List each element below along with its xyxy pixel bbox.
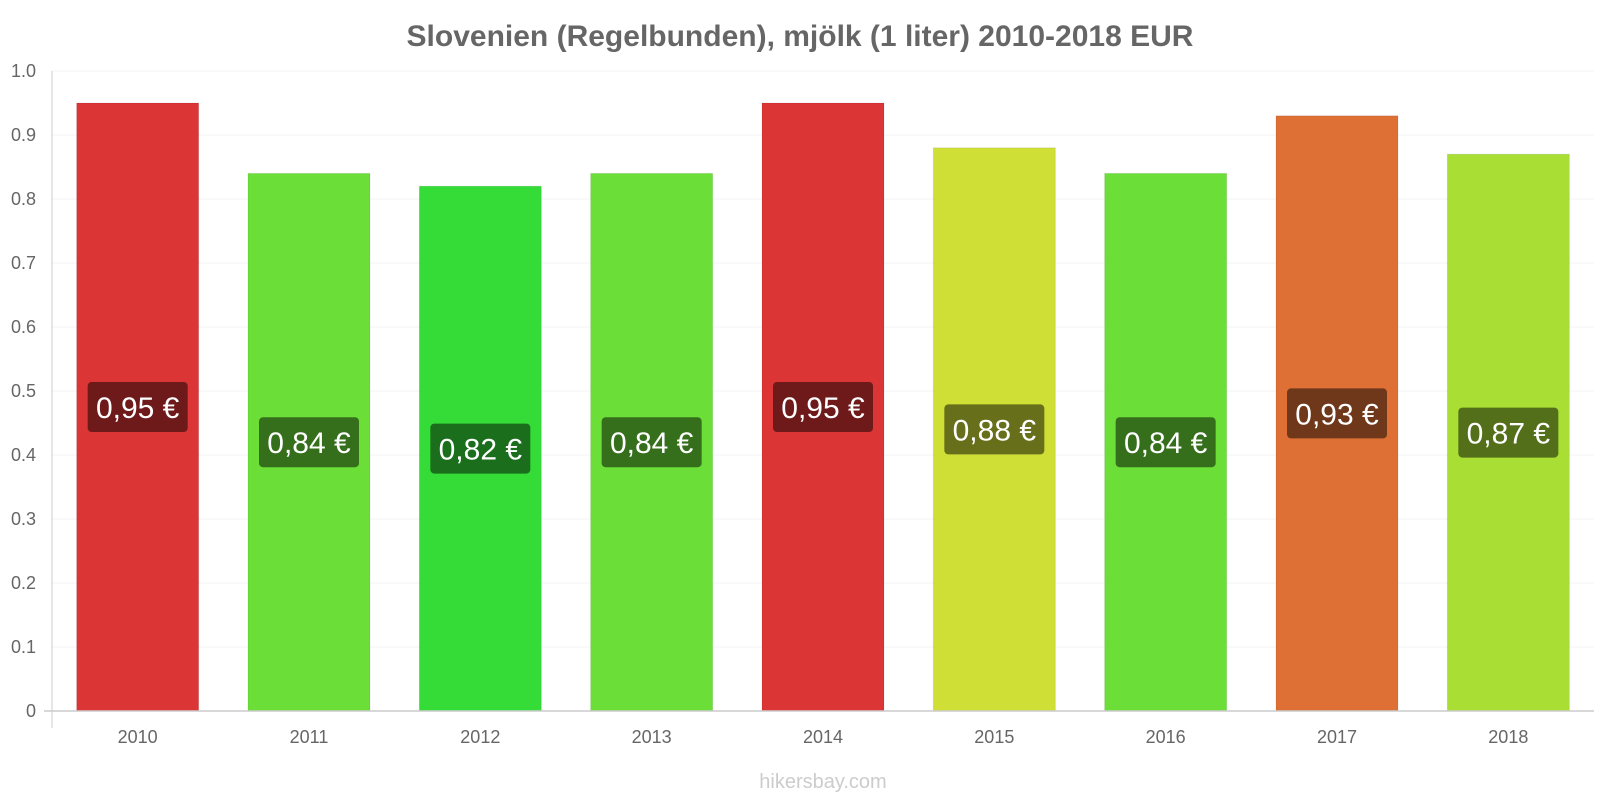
data-label-box xyxy=(944,404,1045,455)
y-tick-label: 1.0 xyxy=(11,61,36,81)
bars: 0,95 € 0,84 € 0,82 € 0,84 € 0,95 € 0,88 € 0,84… xyxy=(76,102,1570,712)
y-tick-label: 0.7 xyxy=(11,253,36,273)
x-tick-label: 2015 xyxy=(974,727,1014,747)
x-tick-label: 2016 xyxy=(1146,727,1186,747)
x-tick-label: 2010 xyxy=(118,727,158,747)
data-label-box xyxy=(259,417,359,468)
data-label: 0,95 € xyxy=(781,392,865,425)
y-tick-label: 0.2 xyxy=(11,573,36,593)
data-label: 0,87 € xyxy=(1467,418,1551,451)
data-label-box xyxy=(601,417,702,468)
data-label-box xyxy=(430,423,531,474)
data-label-box xyxy=(1458,407,1559,458)
y-tick-label: 0.3 xyxy=(11,509,36,529)
data-label-box xyxy=(1115,417,1216,468)
axes xyxy=(44,71,1594,728)
y-tick-label: 0.8 xyxy=(11,189,36,209)
y-tick-label: 0.5 xyxy=(11,381,36,401)
data-label: 0,93 € xyxy=(1295,398,1379,431)
chart-title: Slovenien (Regelbunden), mjölk (1 liter)… xyxy=(407,20,1194,53)
data-label-box xyxy=(87,382,188,432)
y-tick-label: 0 xyxy=(26,701,36,721)
x-tick-label: 2011 xyxy=(290,727,329,747)
data-label: 0,95 € xyxy=(96,392,180,425)
x-tick-label: 2012 xyxy=(460,727,500,747)
data-label-box xyxy=(773,382,873,432)
data-label: 0,84 € xyxy=(610,427,694,460)
y-axis-ticks: 0 0.1 0.2 0.3 0.4 0.5 0.6 0.7 0.8 0.9 1.0 xyxy=(11,61,36,721)
data-label: 0,84 € xyxy=(267,427,351,460)
data-label: 0,84 € xyxy=(1124,427,1208,460)
y-tick-label: 0.1 xyxy=(11,637,36,657)
watermark: hikersbay.com xyxy=(759,771,886,793)
x-tick-label: 2018 xyxy=(1488,727,1528,747)
data-label: 0,82 € xyxy=(439,434,523,467)
x-tick-label: 2017 xyxy=(1317,727,1357,747)
y-tick-label: 0.6 xyxy=(11,317,36,337)
x-tick-label: 2013 xyxy=(632,727,672,747)
x-axis-ticks: 2010 2011 2012 2013 2014 2015 2016 2017 2018 xyxy=(118,727,1529,747)
data-label-box xyxy=(1287,388,1387,439)
y-tick-label: 0.4 xyxy=(11,445,36,465)
y-tick-label: 0.9 xyxy=(11,125,36,145)
data-label: 0,88 € xyxy=(953,414,1037,447)
x-tick-label: 2014 xyxy=(803,727,843,747)
